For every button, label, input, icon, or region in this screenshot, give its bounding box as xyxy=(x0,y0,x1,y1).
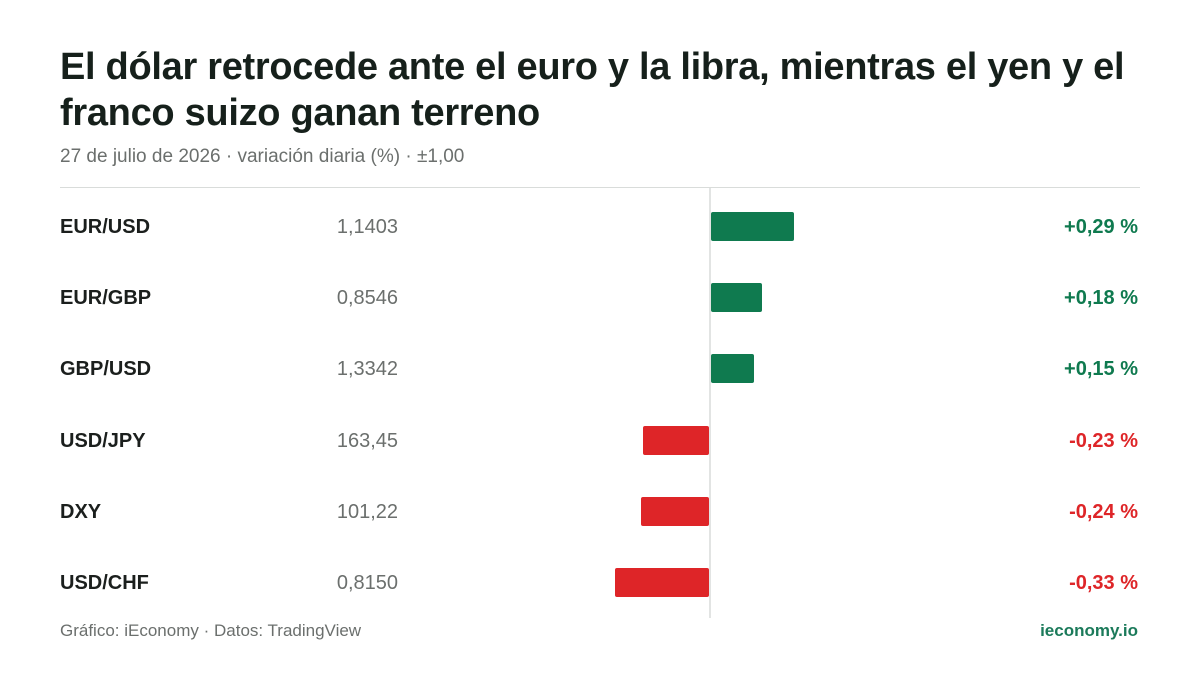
positive-bar xyxy=(711,354,754,384)
price-value: 163,45 xyxy=(336,429,398,452)
chart-row: USD/JPY 163,45 -0,23 % xyxy=(0,421,1200,461)
change-label: +0,15 % xyxy=(1064,358,1138,381)
change-label: +0,18 % xyxy=(1064,287,1138,310)
header-divider xyxy=(60,187,1140,188)
price-value: 1,1403 xyxy=(336,216,398,238)
chart-row: GBP/USD 1,3342 +0,15 % xyxy=(0,349,1200,389)
chart-row: DXY 101,22 -0,24 % xyxy=(0,492,1200,532)
pair-label: EUR/USD xyxy=(60,216,151,238)
change-label: +0,29 % xyxy=(1064,216,1138,238)
negative-bar xyxy=(643,425,709,455)
chart-title: El dólar retrocede ante el euro y la lib… xyxy=(60,46,1125,134)
footer-brand[interactable]: ieconomy.io xyxy=(1040,621,1138,640)
pair-label: GBP/USD xyxy=(60,358,152,381)
chart-subtitle: 27 de julio de 2026 · variación diaria (… xyxy=(60,146,465,167)
price-value: 101,22 xyxy=(336,500,398,523)
chart-row: EUR/USD 1,1403 +0,29 % xyxy=(0,207,1200,247)
change-label: -0,24 % xyxy=(1069,500,1138,523)
change-label: -0,33 % xyxy=(1069,572,1138,594)
zero-axis-line xyxy=(709,188,711,618)
positive-bar xyxy=(711,283,763,313)
negative-bar xyxy=(614,568,709,597)
negative-bar xyxy=(640,496,709,526)
footer-source: Gráfico: iEconomy · Datos: TradingView xyxy=(60,621,362,640)
price-value: 0,8150 xyxy=(336,572,398,594)
price-value: 0,8546 xyxy=(336,287,398,310)
pair-label: USD/JPY xyxy=(60,429,146,452)
pair-label: DXY xyxy=(60,500,102,523)
pair-label: EUR/GBP xyxy=(60,287,152,310)
positive-bar xyxy=(711,212,794,241)
pair-label: USD/CHF xyxy=(60,572,149,594)
price-value: 1,3342 xyxy=(336,358,398,381)
chart-row: EUR/GBP 0,8546 +0,18 % xyxy=(0,278,1200,318)
chart-row: USD/CHF 0,8150 -0,33 % xyxy=(0,563,1200,603)
change-label: -0,23 % xyxy=(1069,429,1138,452)
